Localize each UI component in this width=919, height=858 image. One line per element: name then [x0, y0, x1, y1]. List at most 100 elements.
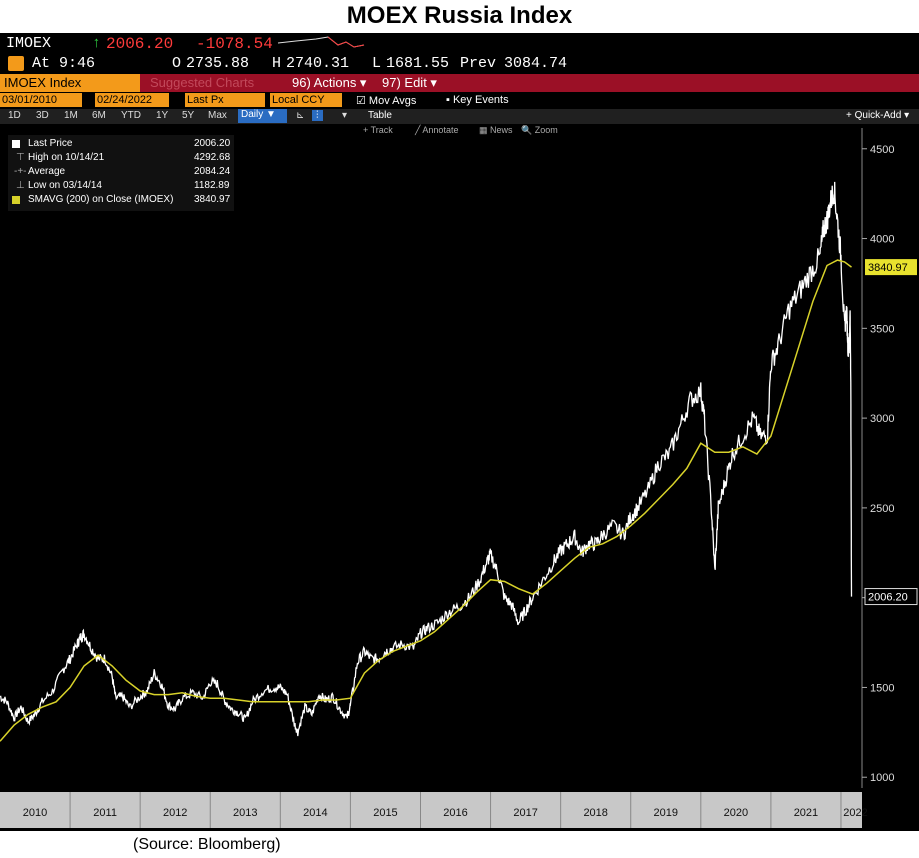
mov-avgs-label: Mov Avgs [368, 95, 417, 107]
legend-label: Last Price [28, 138, 73, 149]
sma-value-label: 3840.97 [868, 262, 908, 274]
y-tick-label: 1000 [870, 772, 894, 784]
legend-high: ⊤ High on 10/14/21 4292.68 [12, 152, 232, 166]
price-change: -1078.54 [196, 35, 273, 53]
x-tick-label: 2022 [843, 807, 867, 819]
price-value-label: 2006.20 [868, 592, 908, 604]
key-events-checkbox[interactable]: ▪ Key Events [446, 94, 509, 106]
legend-label: High on 10/14/21 [28, 152, 105, 163]
white-swatch-icon [12, 140, 20, 148]
suggested-charts-button[interactable]: Suggested Charts [150, 75, 255, 90]
x-tick-label: 2010 [23, 807, 47, 819]
y-tick-label: 1500 [870, 682, 894, 694]
sparkline-icon [277, 36, 365, 48]
source-note: (Source: Bloomberg) [133, 836, 281, 853]
low-value: 1681.55 [386, 55, 450, 72]
open-value: 2735.88 [186, 55, 250, 72]
end-date-input[interactable]: 02/24/2022 [95, 93, 169, 107]
zoom-tool[interactable]: 🔍 Zoom [521, 125, 558, 135]
x-tick-label: 2017 [513, 807, 537, 819]
sma-value-badge [865, 259, 917, 276]
bloomberg-terminal: IMOEX ↑ 2006.20 -1078.54 At 9:46 O 2735.… [0, 33, 919, 831]
y-tick-label: 3500 [870, 323, 894, 335]
period-1d[interactable]: 1D [8, 110, 21, 121]
x-tick-label: 2012 [163, 807, 187, 819]
x-tick-label: 2020 [724, 807, 748, 819]
period-3d[interactable]: 3D [36, 110, 49, 121]
x-tick-label: 2016 [443, 807, 467, 819]
bar-size-icon[interactable]: ⫶ [312, 110, 323, 121]
up-arrow-icon: ↑ [92, 35, 102, 52]
legend-label: SMAVG (200) on Close (IMOEX) [28, 194, 174, 205]
legend-sma: SMAVG (200) on Close (IMOEX) 3840.97 [12, 194, 232, 208]
y-tick-label: 2500 [870, 503, 894, 515]
field-select[interactable]: Last Px [185, 93, 265, 107]
track-tool[interactable]: + Track [363, 125, 393, 135]
prev-value: 3084.74 [504, 55, 568, 72]
period-max[interactable]: Max [208, 110, 227, 121]
x-tick-label: 2018 [583, 807, 607, 819]
yellow-swatch-icon [12, 196, 20, 204]
sma-series-line [0, 259, 852, 742]
security-field[interactable]: IMOEX Index [0, 74, 140, 92]
x-tick-label: 2019 [654, 807, 678, 819]
price-series-line [0, 181, 853, 737]
time-label: At 9:46 [32, 55, 96, 72]
start-date-input[interactable]: 03/01/2010 [0, 93, 82, 107]
high-label: H [272, 55, 282, 72]
legend-value: 2006.20 [194, 138, 231, 149]
period-5y[interactable]: 5Y [182, 110, 195, 121]
prev-label: Prev [460, 55, 497, 72]
edit-menu[interactable]: 97) Edit ▾ [382, 75, 437, 90]
average-marker-icon: -+- [14, 166, 27, 177]
legend-label: Low on 03/14/14 [28, 180, 102, 191]
actions-menu[interactable]: 96) Actions ▾ [292, 75, 367, 90]
table-button[interactable]: Table [368, 110, 392, 121]
legend-value: 3840.97 [194, 194, 231, 205]
chart-controls: 03/01/2010 02/24/2022 Last Px Local CCY … [0, 93, 919, 109]
news-tool[interactable]: ▦ News [479, 125, 513, 135]
page-title: MOEX Russia Index [346, 2, 573, 29]
x-tick-label: 2013 [233, 807, 257, 819]
x-tick-label: 2021 [794, 807, 818, 819]
period-1y[interactable]: 1Y [156, 110, 169, 121]
dropdown-icon[interactable]: ▾ [342, 110, 348, 121]
period-ytd[interactable]: YTD [121, 110, 141, 121]
high-marker-icon: ⊤ [16, 152, 25, 163]
x-axis-band [0, 792, 862, 828]
legend-value: 2084.24 [194, 166, 231, 177]
legend-label: Average [28, 166, 66, 177]
mov-avgs-checkbox[interactable]: ☑ Mov Avgs [356, 95, 417, 107]
x-tick-label: 2015 [373, 807, 397, 819]
clock-icon [8, 56, 24, 71]
menu-bar: IMOEX Index Suggested Charts 96) Actions… [0, 74, 919, 92]
price-value-badge [864, 588, 918, 606]
x-tick-label: 2011 [93, 807, 117, 819]
period-6m[interactable]: 6M [92, 110, 106, 121]
low-marker-icon: ⊥ [16, 180, 25, 191]
legend-value: 1182.89 [194, 180, 230, 191]
chart-legend: Last Price 2006.20 ⊤ High on 10/14/21 42… [8, 135, 234, 211]
period-bar: 1D 3D 1M 6M YTD 1Y 5Y Max Daily ▼ ⊾ ⫶ ▾ … [0, 109, 919, 124]
high-value: 2740.31 [286, 55, 350, 72]
y-tick-label: 4500 [870, 144, 894, 156]
low-label: L [372, 55, 382, 72]
y-tick-label: 3000 [870, 413, 894, 425]
legend-low: ⊥ Low on 03/14/14 1182.89 [12, 180, 232, 194]
quote-header: IMOEX ↑ 2006.20 -1078.54 [0, 33, 919, 53]
legend-value: 4292.68 [194, 152, 231, 163]
quick-add-button[interactable]: + Quick-Add ▾ [846, 110, 910, 121]
currency-select[interactable]: Local CCY [270, 93, 342, 107]
period-1m[interactable]: 1M [64, 110, 78, 121]
legend-last-price: Last Price 2006.20 [12, 138, 232, 152]
open-label: O [172, 55, 182, 72]
annotate-tool[interactable]: ╱ Annotate [415, 125, 459, 135]
quote-details: At 9:46 O 2735.88 H 2740.31 L 1681.55 Pr… [0, 54, 919, 74]
last-price: 2006.20 [106, 35, 174, 53]
legend-average: -+- Average 2084.24 [12, 166, 232, 180]
price-chart[interactable]: 1000150020002500300035004000450020102011… [0, 33, 919, 831]
x-tick-label: 2014 [303, 807, 327, 819]
chart-type-icon[interactable]: ⊾ [296, 110, 305, 121]
ticker-label: IMOEX [6, 35, 52, 52]
frequency-select[interactable]: Daily ▼ [238, 109, 287, 123]
